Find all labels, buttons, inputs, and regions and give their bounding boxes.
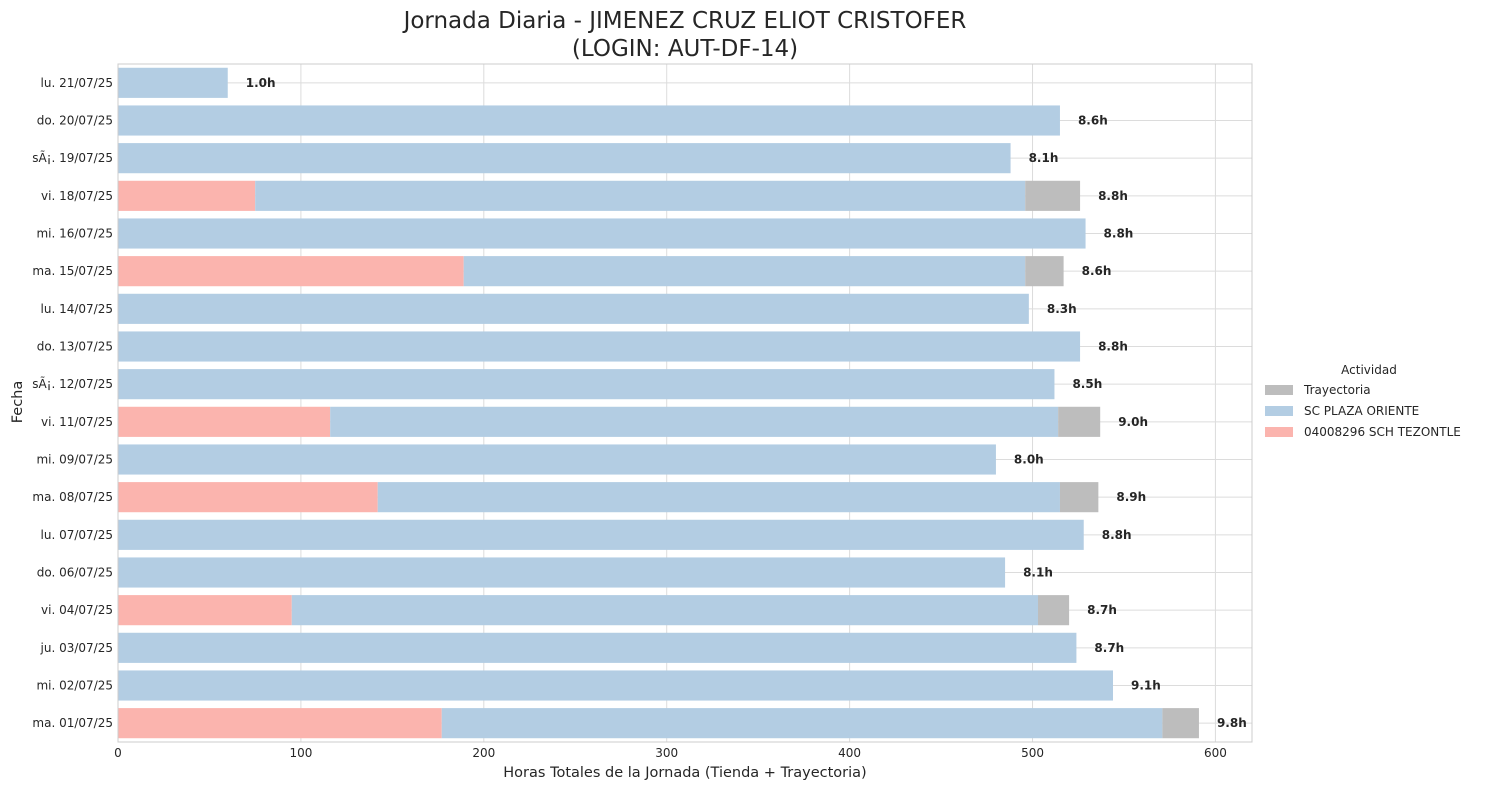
bar-segment xyxy=(118,708,442,739)
bar-segment xyxy=(291,595,1039,626)
y-tick-label: do. 13/07/25 xyxy=(37,340,113,354)
y-tick-labels: lu. 21/07/25 do. 20/07/25 sÃ¡. 19/07/25 vi.… xyxy=(32,76,113,730)
bar-segment xyxy=(118,557,1006,588)
bar-total-label: 8.5h xyxy=(1072,377,1102,391)
y-tick-label: mi. 09/07/25 xyxy=(36,453,113,467)
bar-segment xyxy=(377,482,1060,513)
data-labels: 1.0h 8.6h 8.1h 8.8h 8.8h 8.6h 8.3h 8.8h 8.5h 9.0h… xyxy=(246,76,1247,730)
bar-segment xyxy=(118,180,256,211)
bar-total-label: 8.8h xyxy=(1098,340,1128,354)
bar-segment xyxy=(118,406,331,437)
bar-segment xyxy=(118,632,1077,663)
legend-swatch xyxy=(1265,385,1293,395)
x-tick-label: 200 xyxy=(472,746,495,760)
bar-segment xyxy=(118,595,292,626)
bar-total-label: 8.6h xyxy=(1078,114,1108,128)
x-tick-label: 400 xyxy=(838,746,861,760)
bar-segment xyxy=(118,482,378,513)
bar-total-label: 8.1h xyxy=(1029,151,1059,165)
bar-segment xyxy=(118,293,1029,324)
bar-total-label: 8.6h xyxy=(1082,264,1112,278)
legend-swatch xyxy=(1265,427,1293,437)
x-tick-label: 300 xyxy=(655,746,678,760)
bar-total-label: 8.8h xyxy=(1098,189,1128,203)
y-axis-label: Fecha xyxy=(10,381,26,424)
bar-segment xyxy=(118,444,996,475)
chart-title-line2: (LOGIN: AUT-DF-14) xyxy=(572,36,798,62)
y-tick-label: mi. 02/07/25 xyxy=(36,679,113,693)
x-tick-label: 100 xyxy=(289,746,312,760)
bar-total-label: 8.8h xyxy=(1104,227,1134,241)
bar-segment xyxy=(1025,180,1081,211)
bar-segment xyxy=(1025,256,1064,287)
bar-segment xyxy=(1162,708,1199,739)
y-tick-label: do. 06/07/25 xyxy=(37,566,113,580)
x-tick-labels: 0 100 200 300 400 500 600 xyxy=(114,746,1227,760)
y-tick-label: ma. 08/07/25 xyxy=(32,490,113,504)
bar-segment xyxy=(118,369,1055,400)
y-tick-label: ma. 01/07/25 xyxy=(32,716,113,730)
y-tick-label: lu. 07/07/25 xyxy=(41,528,113,542)
bar-total-label: 8.7h xyxy=(1087,603,1117,617)
chart-title-line1: Jornada Diaria - JIMENEZ CRUZ ELIOT CRIS… xyxy=(402,8,967,34)
y-tick-label: do. 20/07/25 xyxy=(37,114,113,128)
x-tick-label: 0 xyxy=(114,746,122,760)
y-tick-label: vi. 11/07/25 xyxy=(41,415,113,429)
bar-total-label: 8.0h xyxy=(1014,453,1044,467)
x-tick-label: 600 xyxy=(1204,746,1227,760)
y-tick-label: lu. 21/07/25 xyxy=(41,76,113,90)
bar-total-label: 9.1h xyxy=(1131,679,1161,693)
bar-segment xyxy=(118,519,1084,550)
y-tick-label: ju. 03/07/25 xyxy=(40,641,113,655)
legend-title: Actividad xyxy=(1341,363,1397,377)
bar-segment xyxy=(1058,406,1101,437)
bar-segment xyxy=(441,708,1163,739)
bar-segment xyxy=(118,331,1081,362)
bar-segment xyxy=(118,143,1011,174)
bar-segment xyxy=(118,256,464,287)
bar-total-label: 8.9h xyxy=(1116,490,1146,504)
y-tick-label: mi. 16/07/25 xyxy=(36,227,113,241)
y-tick-label: sÃ¡. 12/07/25 xyxy=(32,376,113,391)
legend-entry-label: SC PLAZA ORIENTE xyxy=(1304,404,1419,418)
bar-segment xyxy=(1038,595,1070,626)
bar-total-label: 8.8h xyxy=(1102,528,1132,542)
bar-total-label: 8.3h xyxy=(1047,302,1077,316)
plot-frame xyxy=(117,63,1253,743)
legend: Actividad Trayectoria SC PLAZA ORIENTE 040… xyxy=(1265,363,1461,439)
legend-entry-label: 04008296 SCH TEZONTLE xyxy=(1304,425,1461,439)
x-axis-label: Horas Totales de la Jornada (Tienda + Tr… xyxy=(503,765,866,781)
bar-total-label: 8.7h xyxy=(1094,641,1124,655)
bar-total-label: 8.1h xyxy=(1023,566,1053,580)
bar-segment xyxy=(255,180,1026,211)
bar-segment xyxy=(1059,482,1099,513)
bar-segment xyxy=(118,67,228,98)
bar-segment xyxy=(118,670,1113,701)
bar-segment xyxy=(330,406,1059,437)
bars xyxy=(118,67,1199,739)
legend-entry-label: Trayectoria xyxy=(1303,383,1371,397)
bar-total-label: 9.0h xyxy=(1118,415,1148,429)
bar-total-label: 1.0h xyxy=(246,76,276,90)
y-tick-label: sÃ¡. 19/07/25 xyxy=(32,150,113,165)
y-tick-label: lu. 14/07/25 xyxy=(41,302,113,316)
y-tick-label: vi. 04/07/25 xyxy=(41,603,113,617)
bar-segment xyxy=(463,256,1026,287)
y-tick-label: vi. 18/07/25 xyxy=(41,189,113,203)
x-tick-label: 500 xyxy=(1021,746,1044,760)
legend-swatch xyxy=(1265,406,1293,416)
bar-total-label: 9.8h xyxy=(1217,716,1247,730)
y-tick-label: ma. 15/07/25 xyxy=(32,264,113,278)
bar-segment xyxy=(118,105,1060,136)
bar-segment xyxy=(118,218,1086,249)
